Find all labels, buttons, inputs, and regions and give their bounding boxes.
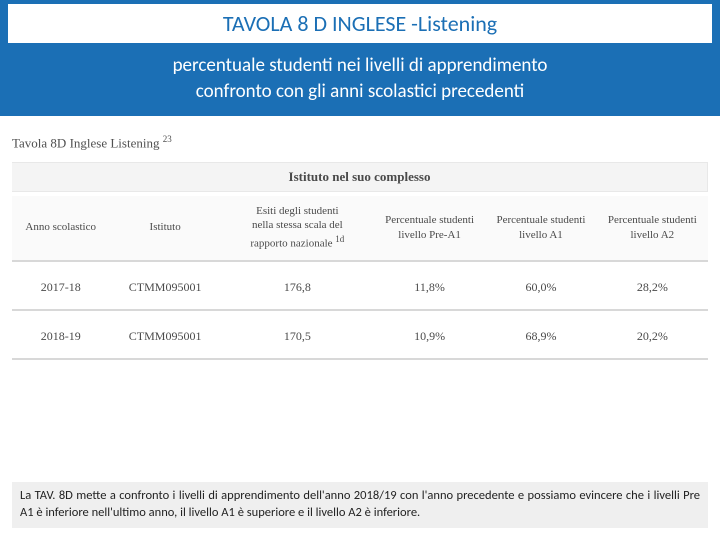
- table-group-header-row: Istituto nel suo complesso: [12, 162, 708, 192]
- table-intro: Tavola 8D Inglese Listening 23: [12, 134, 708, 151]
- cell-esiti: 170,5: [221, 315, 374, 360]
- col-esiti-text: Esiti degli studentinella stessa scala d…: [250, 205, 342, 250]
- header-banner: TAVOLA 8 D INGLESE -Listening percentual…: [0, 0, 720, 116]
- data-table: Istituto nel suo complesso Anno scolasti…: [12, 158, 708, 364]
- col-prea1: Percentuale studentilivello Pre-A1: [374, 196, 485, 262]
- page-title: TAVOLA 8 D INGLESE -Listening: [8, 4, 712, 43]
- table-column-headers: Anno scolastico Istituto Esiti degli stu…: [12, 196, 708, 262]
- table-row: 2018-19 CTMM095001 170,5 10,9% 68,9% 20,…: [12, 315, 708, 360]
- cell-istituto: CTMM095001: [109, 315, 220, 360]
- cell-anno: 2017-18: [12, 266, 109, 311]
- cell-anno: 2018-19: [12, 315, 109, 360]
- col-a2: Percentuale studentilivello A2: [597, 196, 708, 262]
- table-row: 2017-18 CTMM095001 176,8 11,8% 60,0% 28,…: [12, 266, 708, 311]
- col-anno: Anno scolastico: [12, 196, 109, 262]
- cell-a1: 60,0%: [485, 266, 596, 311]
- table-intro-text: Tavola 8D Inglese Listening: [12, 136, 159, 151]
- cell-istituto: CTMM095001: [109, 266, 220, 311]
- col-esiti: Esiti degli studentinella stessa scala d…: [221, 196, 374, 262]
- table-group-header: Istituto nel suo complesso: [12, 162, 708, 192]
- cell-a2: 20,2%: [597, 315, 708, 360]
- cell-a1: 68,9%: [485, 315, 596, 360]
- cell-prea1: 11,8%: [374, 266, 485, 311]
- page-subtitle: percentuale studenti nei livelli di appr…: [0, 53, 720, 104]
- col-a1: Percentuale studentilivello A1: [485, 196, 596, 262]
- table-intro-sup: 23: [163, 134, 172, 144]
- cell-prea1: 10,9%: [374, 315, 485, 360]
- subtitle-line-2: confronto con gli anni scolastici preced…: [20, 79, 700, 105]
- subtitle-line-1: percentuale studenti nei livelli di appr…: [20, 53, 700, 79]
- col-istituto: Istituto: [109, 196, 220, 262]
- cell-esiti: 176,8: [221, 266, 374, 311]
- cell-a2: 28,2%: [597, 266, 708, 311]
- col-esiti-sup: 1d: [335, 234, 344, 244]
- footer-note: La TAV. 8D mette a confronto i livelli d…: [12, 482, 708, 528]
- table-section: Tavola 8D Inglese Listening 23 Istituto …: [0, 116, 720, 364]
